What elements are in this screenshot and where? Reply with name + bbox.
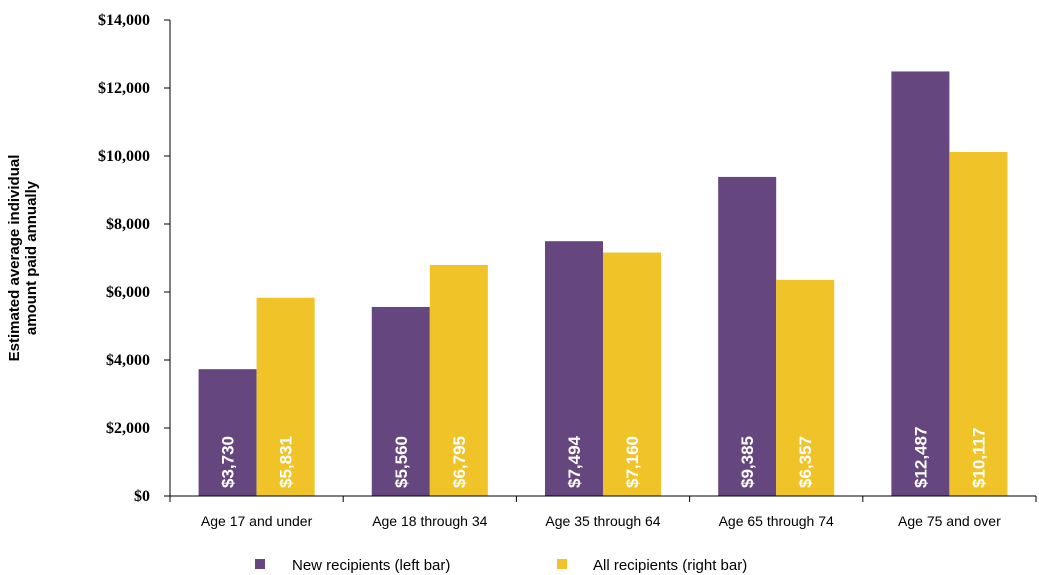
legend-label: New recipients (left bar) xyxy=(292,557,450,574)
x-tick-label: Age 17 and under xyxy=(201,513,313,529)
all-recipients-bar xyxy=(429,264,488,496)
x-tick-label: Age 35 through 64 xyxy=(545,513,660,529)
x-axis: Age 17 and under Age 18 through 34 Age 35 … xyxy=(169,495,1037,529)
legend-swatch xyxy=(557,559,567,569)
legend: New recipients (left bar) All recipients … xyxy=(255,557,747,574)
y-tick-label: $10,000 xyxy=(98,148,150,165)
y-tick-label: $2,000 xyxy=(106,420,150,437)
y-tick-label: $14,000 xyxy=(98,12,150,29)
bar-value-label: $7,494 xyxy=(565,435,584,488)
bar-value-label: $12,487 xyxy=(911,427,930,488)
new-recipients-bar xyxy=(544,241,603,496)
all-recipients-bar xyxy=(776,279,835,496)
all-recipients-bar xyxy=(256,297,315,496)
y-tick-label: $8,000 xyxy=(106,216,150,233)
x-tick-label: Age 65 through 74 xyxy=(719,513,834,529)
y-tick-label: $0 xyxy=(134,488,150,505)
legend-label: All recipients (right bar) xyxy=(593,557,747,574)
all-recipients-bar xyxy=(603,252,662,496)
y-axis-label-line: Estimated average individual xyxy=(6,155,23,362)
all-recipients-bar xyxy=(949,152,1008,496)
y-axis-label: Estimated average individual amount paid … xyxy=(6,155,40,362)
bars: $3,730 $5,831 $5,560 $6,795 $7,494 $7,160 $9,3… xyxy=(198,71,1008,496)
bar-value-label: $5,560 xyxy=(392,436,411,488)
new-recipients-bar xyxy=(198,369,257,496)
bar-value-label: $6,795 xyxy=(450,436,469,488)
y-tick-label: $4,000 xyxy=(106,352,150,369)
x-tick-label: Age 75 and over xyxy=(898,513,1001,529)
y-axis-label-line: amount paid annually xyxy=(23,180,40,335)
bar-value-label: $9,385 xyxy=(738,436,757,488)
bar-value-label: $6,357 xyxy=(796,436,815,488)
bar-value-label: $3,730 xyxy=(219,436,238,488)
new-recipients-bar xyxy=(891,71,950,496)
legend-swatch xyxy=(255,559,265,569)
y-tick-label: $12,000 xyxy=(98,80,150,97)
bar-value-label: $5,831 xyxy=(277,436,296,488)
bar-value-label: $7,160 xyxy=(623,436,642,488)
y-axis: $0 $2,000 $4,000 $6,000 $8,000 $10,000 $12,000… xyxy=(98,12,171,505)
bar-value-label: $10,117 xyxy=(969,427,988,488)
y-tick-label: $6,000 xyxy=(106,284,150,301)
new-recipients-bar xyxy=(718,176,777,496)
x-tick-label: Age 18 through 34 xyxy=(372,513,487,529)
new-recipients-bar xyxy=(371,306,430,496)
